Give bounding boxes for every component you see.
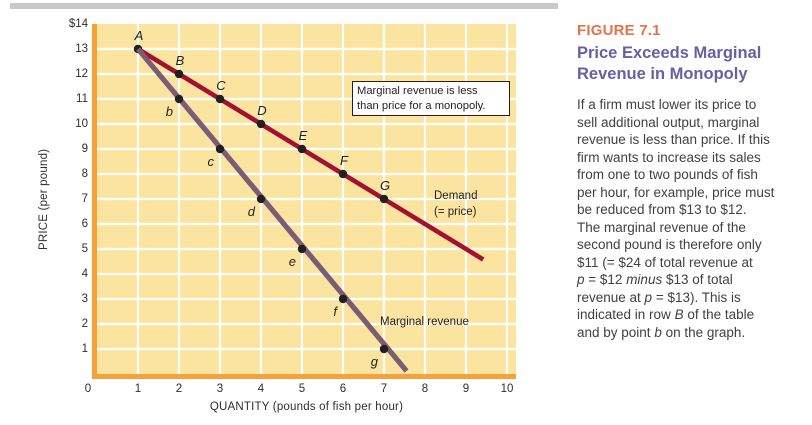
x-tick-label: 10 [500,383,514,395]
x-tick-label: 5 [298,383,306,395]
x-tick-label: 1 [134,383,142,395]
figure-note: If a firm must lower its price to sell ad… [577,96,811,341]
data-point-c [215,144,225,154]
marginal-revenue-line-label: Marginal revenue [380,316,469,328]
note-line: p = $12 minus $13 of total [577,272,733,287]
data-point-E [297,144,307,154]
note-line: indicated in row B of the table [577,307,755,322]
point-label-d: d [248,204,256,219]
point-label-c: c [208,154,215,169]
point-label-C: C [216,78,226,93]
data-point-e [297,244,307,254]
demand-line [136,47,485,262]
data-point-d [256,194,266,204]
y-tick-label: 12 [75,68,88,80]
x-tick-label: 3 [216,383,224,395]
x-tick-label: 6 [339,383,347,395]
demand-line-label: Demand (= price) [434,188,477,220]
y-tick-label: 7 [81,193,88,205]
point-label-B: B [176,53,185,68]
x-tick-label: 7 [380,383,388,395]
marginal-revenue-line [136,47,409,373]
y-tick-label: $14 [68,18,88,30]
demand-label-line-1: Demand [434,190,478,202]
annotation-line-1: Marginal revenue is less [357,85,478,97]
demand-label-line-2: (= price) [434,206,477,218]
figure-number: FIGURE 7.1 [577,22,661,39]
x-tick-label: 4 [257,383,265,395]
note-line: firm wants to increase its sales [577,149,761,165]
y-tick-label: 1 [81,343,88,355]
figure-title: Price Exceeds Marginal Revenue in Monopo… [577,43,811,85]
point-label-D: D [257,103,266,118]
data-point-g [379,344,389,354]
note-line: per hour, for example, price must [577,184,775,200]
data-point-C [215,94,225,104]
note-line: be reduced from $13 to $12. [577,202,747,217]
y-tick-label: 5 [81,243,88,255]
note-line: revenue is less than price. If this [577,132,770,147]
note-line: $11 (= $24 of total revenue at [577,254,753,270]
y-tick-label: 4 [81,268,88,280]
x-axis-line [92,374,516,379]
point-label-e: e [289,254,296,269]
x-tick-label: 0 [84,383,92,395]
data-point-D [256,119,266,129]
point-label-A: A [134,28,144,43]
y-tick-label: 10 [75,118,88,130]
data-point-G [379,194,389,204]
note-line: The marginal revenue of the [577,219,746,235]
note-line: and by point b on the graph. [577,324,746,340]
point-label-f: f [333,304,338,319]
data-point-b [174,94,184,104]
y-tick-label: 11 [76,93,88,105]
point-label-g: g [371,354,379,369]
x-tick-label: 2 [175,383,183,395]
y-tick-label: 2 [81,318,88,330]
figure-caption-panel: FIGURE 7.1 Price Exceeds Marginal Revenu… [577,22,811,341]
annotation-line-2: than price for a monopoly. [357,99,486,112]
y-tick-label: 6 [81,218,88,230]
y-tick-label: 3 [81,293,88,305]
top-divider [10,3,558,9]
x-tick-label: 9 [462,383,470,395]
data-point-B [174,69,184,79]
y-tick-label: 8 [81,168,88,180]
point-label-b: b [166,104,173,119]
figure-title-line-1: Price Exceeds Marginal [577,44,762,62]
note-line: If a firm must lower its price to [577,97,757,112]
point-label-E: E [299,128,308,143]
note-line: from one to two pounds of fish [577,167,758,182]
data-point-F [338,169,348,179]
annotation-box: Marginal revenue is less than price for … [352,81,510,116]
y-axis-line [92,24,97,379]
note-line: sell additional output, marginal [577,114,760,130]
x-axis-title: QUANTITY (pounds of fish per hour) [209,401,404,413]
note-line: second pound is therefore only [577,237,762,252]
note-line: revenue at p = $13). This is [577,289,741,305]
data-point-f [338,294,348,304]
x-tick-label: 8 [421,383,429,395]
y-tick-label: 9 [81,143,88,155]
point-label-G: G [380,178,390,193]
point-label-F: F [340,153,349,168]
y-tick-label: 13 [75,43,88,55]
figure-title-line-2: Revenue in Monopoly [577,65,748,83]
